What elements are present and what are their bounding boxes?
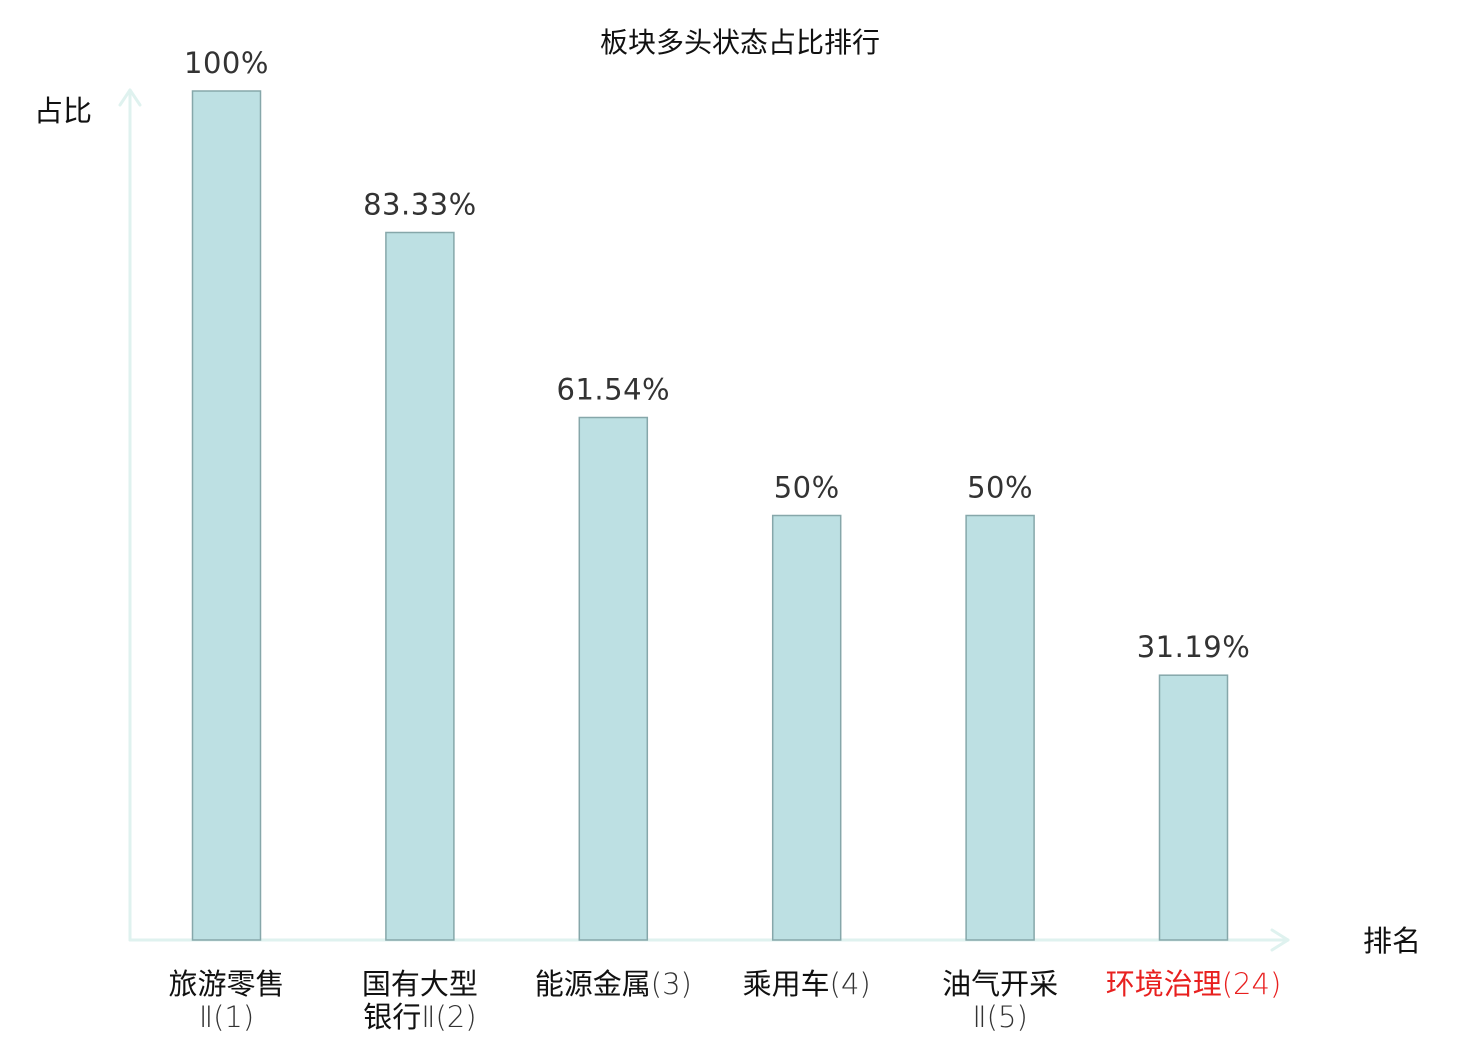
- chart-title: 板块多头状态占比排行: [600, 26, 880, 59]
- category-label: 能源金属(3): [535, 967, 692, 1001]
- category-label: 乘用车(4): [743, 967, 871, 1001]
- y-axis-label: 占比: [34, 94, 92, 128]
- x-axis-label: 排名: [1363, 924, 1421, 958]
- category-label: 油气开采: [942, 967, 1058, 1001]
- bar-value-label: 83.33%: [363, 188, 477, 222]
- bar: [578, 416, 649, 941]
- bar: [965, 514, 1035, 941]
- bar: [191, 90, 262, 941]
- bar-value-label: 61.54%: [557, 373, 671, 407]
- category-label: 银行Ⅱ(2): [363, 1000, 476, 1034]
- bar-value-label: 50%: [774, 471, 840, 505]
- value-labels: 100% 83.33% 61.54% 50% 50% 31.19%: [184, 46, 1250, 664]
- category-label: Ⅱ(1): [199, 1000, 254, 1034]
- category-label: 旅游零售: [168, 967, 284, 1001]
- bar-value-label: 100%: [184, 46, 269, 80]
- y-axis: [118, 88, 142, 942]
- bar-series: [191, 90, 1229, 941]
- x-axis: [128, 928, 1290, 952]
- bar: [771, 514, 842, 941]
- category-label: 国有大型: [362, 967, 478, 1001]
- bar-value-label: 31.19%: [1137, 630, 1251, 664]
- bar: [1158, 674, 1229, 941]
- bar-value-label: 50%: [967, 471, 1033, 505]
- category-label: Ⅱ(5): [972, 1000, 1027, 1034]
- bar: [385, 231, 455, 941]
- category-label: 环境治理(24): [1106, 967, 1282, 1001]
